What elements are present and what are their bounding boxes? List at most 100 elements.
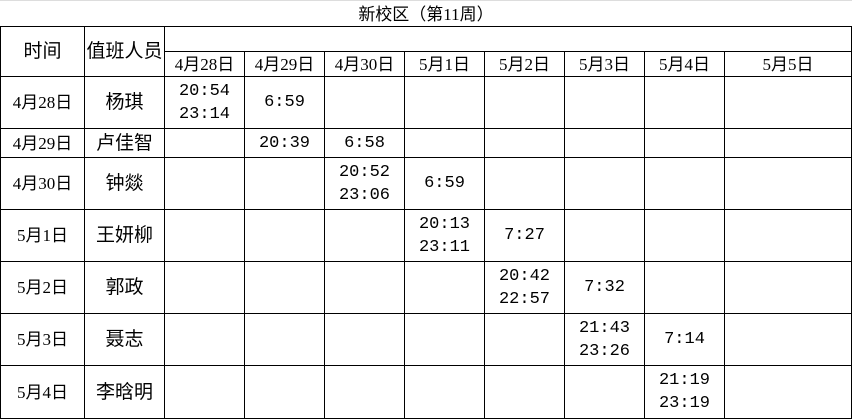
time-value: 20:39 xyxy=(258,133,310,153)
row-date[interactable]: 5月3日 xyxy=(0,313,85,366)
time-cell[interactable] xyxy=(564,76,645,129)
date-header[interactable]: 5月5日 xyxy=(724,51,852,77)
time-cell[interactable] xyxy=(244,365,325,419)
duty-schedule-table: 时间 值班人员 4月28日 4月29日 4月30日 5月1日 5月2日 5月3日 5月4日 5… xyxy=(0,26,852,419)
time-cell[interactable] xyxy=(564,365,645,419)
time-cell[interactable] xyxy=(164,209,245,262)
time-cell[interactable] xyxy=(644,76,725,129)
time-cell[interactable] xyxy=(484,313,565,366)
time-value: 7:27 xyxy=(504,226,545,245)
time-cell[interactable] xyxy=(724,209,852,262)
table-row: 4月28日 杨琪 20:54 23:14 6:59 xyxy=(0,76,852,129)
row-staff-name[interactable]: 卢佳智 xyxy=(84,128,165,158)
time-cell[interactable] xyxy=(404,365,485,419)
time-cell[interactable]: 7:27 xyxy=(484,209,565,262)
table-row: 5月2日 郭政 20:42 22:57 7:32 xyxy=(0,261,852,314)
table-row: 4月30日 钟燚 20:52 23:06 6:59 xyxy=(0,157,852,210)
time-cell[interactable] xyxy=(404,313,485,366)
time-cell[interactable]: 6:58 xyxy=(324,128,405,158)
time-cell[interactable] xyxy=(324,76,405,129)
time-cell[interactable] xyxy=(324,261,405,314)
row-staff-name[interactable]: 杨琪 xyxy=(84,76,165,129)
time-value: 7:32 xyxy=(584,278,625,297)
row-staff-name[interactable]: 王妍柳 xyxy=(84,209,165,262)
row-date[interactable]: 5月2日 xyxy=(0,261,85,314)
time-cell[interactable] xyxy=(724,76,852,129)
time-value: 23:06 xyxy=(338,185,390,205)
time-cell[interactable] xyxy=(484,157,565,210)
table-row: 5月1日 王妍柳 20:13 23:11 7:27 xyxy=(0,209,852,262)
date-header[interactable]: 5月4日 xyxy=(644,51,725,77)
time-cell[interactable] xyxy=(244,261,325,314)
time-cell[interactable] xyxy=(164,261,245,314)
header-blank[interactable] xyxy=(164,26,852,52)
time-cell[interactable] xyxy=(724,365,852,419)
time-cell[interactable] xyxy=(644,157,725,210)
table-row: 4月29日 卢佳智 20:39 6:58 xyxy=(0,128,852,158)
time-cell[interactable] xyxy=(564,128,645,158)
row-staff-name[interactable]: 聂志 xyxy=(84,313,165,366)
row-staff-name[interactable]: 钟燚 xyxy=(84,157,165,210)
time-cell[interactable] xyxy=(164,157,245,210)
date-header[interactable]: 4月28日 xyxy=(164,51,245,77)
time-cell[interactable] xyxy=(644,128,725,158)
time-cell[interactable] xyxy=(484,76,565,129)
time-cell[interactable] xyxy=(244,157,325,210)
time-cell[interactable] xyxy=(484,365,565,419)
time-cell[interactable] xyxy=(164,365,245,419)
time-cell[interactable]: 7:32 xyxy=(564,261,645,314)
time-cell[interactable] xyxy=(404,261,485,314)
time-value: 23:19 xyxy=(658,394,710,413)
time-cell[interactable] xyxy=(164,313,245,366)
time-cell[interactable] xyxy=(644,261,725,314)
time-cell[interactable] xyxy=(404,128,485,158)
time-value: 20:13 xyxy=(418,214,470,234)
row-staff-name[interactable]: 郭政 xyxy=(84,261,165,314)
time-cell[interactable]: 6:59 xyxy=(244,76,325,129)
row-date[interactable]: 4月30日 xyxy=(0,157,85,210)
date-header[interactable]: 4月29日 xyxy=(244,51,325,77)
time-value: 22:57 xyxy=(498,289,550,309)
time-value: 20:54 xyxy=(178,81,230,101)
header-staff[interactable]: 值班人员 xyxy=(84,26,165,77)
time-cell[interactable]: 20:13 23:11 xyxy=(404,209,485,262)
time-cell[interactable] xyxy=(724,261,852,314)
row-date[interactable]: 4月28日 xyxy=(0,76,85,129)
time-cell[interactable]: 6:59 xyxy=(404,157,485,210)
row-date[interactable]: 5月4日 xyxy=(0,365,85,419)
time-cell[interactable] xyxy=(644,209,725,262)
time-cell[interactable] xyxy=(324,209,405,262)
time-cell[interactable] xyxy=(324,313,405,366)
row-date[interactable]: 5月1日 xyxy=(0,209,85,262)
date-header[interactable]: 5月3日 xyxy=(564,51,645,77)
date-header[interactable]: 5月1日 xyxy=(404,51,485,77)
time-cell[interactable]: 20:42 22:57 xyxy=(484,261,565,314)
time-value: 6:59 xyxy=(264,93,305,112)
time-cell[interactable]: 21:43 23:26 xyxy=(564,313,645,366)
time-cell[interactable]: 20:39 xyxy=(244,128,325,158)
time-cell[interactable] xyxy=(324,365,405,419)
time-cell[interactable]: 7:14 xyxy=(644,313,725,366)
time-cell[interactable] xyxy=(404,76,485,129)
date-header[interactable]: 5月2日 xyxy=(484,51,565,77)
time-cell[interactable] xyxy=(724,313,852,366)
time-cell[interactable]: 20:52 23:06 xyxy=(324,157,405,210)
time-cell[interactable] xyxy=(244,313,325,366)
row-date[interactable]: 4月29日 xyxy=(0,128,85,158)
time-cell[interactable] xyxy=(564,157,645,210)
time-cell[interactable]: 21:19 23:19 xyxy=(644,365,725,419)
table-row: 5月4日 李晗明 21:19 23:19 xyxy=(0,365,852,419)
time-cell[interactable] xyxy=(164,128,245,158)
time-value: 23:26 xyxy=(578,341,630,361)
time-cell[interactable]: 20:54 23:14 xyxy=(164,76,245,129)
date-header[interactable]: 4月30日 xyxy=(324,51,405,77)
time-value: 23:11 xyxy=(418,237,470,257)
time-cell[interactable] xyxy=(484,128,565,158)
header-time[interactable]: 时间 xyxy=(0,26,85,77)
time-cell[interactable] xyxy=(724,157,852,210)
time-cell[interactable] xyxy=(724,128,852,158)
row-staff-name[interactable]: 李晗明 xyxy=(84,365,165,419)
time-cell[interactable] xyxy=(244,209,325,262)
time-cell[interactable] xyxy=(564,209,645,262)
table-row: 5月3日 聂志 21:43 23:26 7:14 xyxy=(0,313,852,366)
